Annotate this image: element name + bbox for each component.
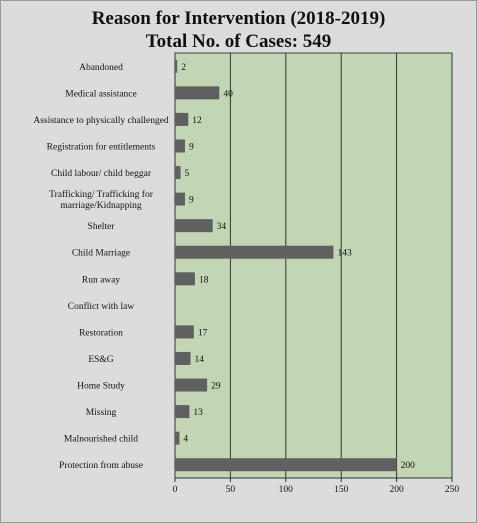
bar: [175, 405, 190, 419]
data-label: 9: [189, 142, 194, 152]
data-label: 40: [223, 89, 233, 99]
category-label: Medical assistance: [65, 89, 137, 99]
bar: [175, 458, 397, 472]
x-tick-label: 150: [334, 485, 349, 495]
x-tick-label: 0: [173, 485, 178, 495]
category-label: Home Study: [77, 382, 125, 392]
bar: [175, 112, 189, 126]
bar: [175, 192, 185, 206]
category-label: Child labour/ child beggar: [51, 169, 152, 179]
bar: [175, 219, 213, 233]
category-label: Restoration: [79, 328, 123, 338]
bar: [175, 272, 195, 286]
category-label: Registration for entitlements: [47, 141, 156, 152]
data-label: 14: [195, 355, 205, 365]
x-tick-label: 250: [445, 485, 460, 495]
category-label: Malnourished child: [64, 435, 138, 445]
chart-title: Reason for Intervention (2018-2019): [91, 8, 386, 29]
data-label: 4: [183, 435, 188, 445]
bar: [175, 325, 194, 339]
data-label: 18: [199, 275, 209, 285]
bar: [175, 245, 334, 259]
category-label: Child Marriage: [72, 249, 130, 259]
bar: [175, 431, 180, 445]
bar: [175, 86, 220, 100]
data-label: 29: [211, 382, 221, 392]
category-label: Conflict with law: [68, 301, 135, 312]
data-label: 143: [337, 249, 352, 259]
category-label: Protection from abuse: [59, 460, 143, 471]
data-label: 12: [192, 116, 202, 126]
chart-subtitle: Total No. of Cases: 549: [145, 31, 332, 52]
category-label: Run away: [82, 275, 121, 285]
bar: [175, 351, 191, 365]
category-label: Trafficking/ Trafficking for marriage/Kid…: [49, 189, 154, 211]
category-label: Assistance to physically challenged: [33, 116, 169, 126]
category-label: Shelter: [88, 222, 116, 232]
data-label: 13: [193, 408, 203, 418]
data-label: 5: [185, 169, 190, 179]
x-tick-label: 200: [389, 485, 404, 495]
category-label: Missing: [86, 408, 117, 418]
data-label: 2: [181, 63, 186, 73]
bar: [175, 139, 185, 153]
data-label: 17: [198, 328, 208, 338]
bar: [175, 166, 181, 180]
category-label: ES&G: [88, 355, 113, 365]
x-tick-label: 100: [279, 485, 294, 495]
bar: [175, 59, 178, 73]
data-label: 34: [217, 222, 227, 232]
bar: [175, 378, 208, 392]
data-label: 9: [189, 196, 194, 206]
x-tick-label: 50: [226, 485, 236, 495]
category-label: Abandoned: [79, 63, 123, 73]
data-label: 200: [401, 461, 416, 471]
plot-area: [174, 52, 453, 479]
